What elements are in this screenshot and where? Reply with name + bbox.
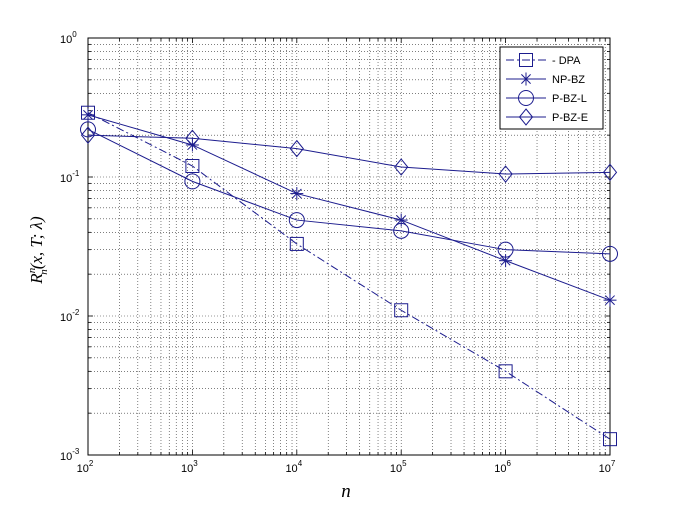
data-point-p-bz-e (80, 126, 96, 144)
data-point-np-bz (81, 108, 95, 122)
data-point-np-bz (290, 187, 304, 201)
x-tick-label: 106 (494, 459, 511, 475)
legend-marker (518, 90, 534, 106)
legend-marker (518, 108, 534, 126)
x-tick-label: 102 (77, 459, 94, 475)
data-point-np-bz (603, 293, 617, 307)
legend-label: - DPA (552, 55, 581, 67)
data-point-np-bz (499, 254, 513, 268)
x-axis-label: n (341, 481, 351, 502)
legend-entry-p-bz-e: P-BZ-E (506, 108, 588, 126)
y-axis-label-args: (x, T; λ) (27, 216, 46, 269)
x-tick-label: 107 (599, 459, 616, 475)
data-point-dpa (394, 303, 409, 318)
data-point-p-bz-l (288, 212, 305, 229)
legend-box (499, 46, 604, 130)
series-line-p-bz-e (87, 134, 611, 175)
y-tick-labels: 10-3 10-2 10-1 100 (60, 30, 80, 463)
legend-entry-np-bz: NP-BZ (506, 72, 585, 86)
data-point-p-bz-e (394, 158, 409, 176)
series-line-p-bz-l (87, 128, 611, 255)
y-axis-label-main: R (27, 273, 46, 285)
data-point-p-bz-l (602, 245, 618, 262)
data-point-p-bz-l (393, 222, 410, 239)
legend-marker (519, 72, 533, 86)
series-np-bz (81, 108, 617, 307)
data-point-p-bz-l (497, 241, 514, 258)
data-point-p-bz-e (185, 129, 200, 148)
legend-label: NP-BZ (552, 74, 585, 86)
y-axis-label: Rnn(x, T; λ) (26, 216, 50, 285)
legend-label: P-BZ-L (552, 93, 587, 105)
data-point-dpa (289, 236, 304, 251)
y-axis-label-sub: n (38, 269, 50, 275)
legend-label: P-BZ-E (552, 112, 588, 124)
series-line-dpa (87, 112, 611, 440)
legend-entry-p-bz-l: P-BZ-L (506, 90, 587, 106)
data-point-p-bz-l (80, 121, 96, 138)
series-dpa (81, 105, 617, 447)
legend: - DPA NP-BZ P-BZ-L P-BZ-E (499, 46, 604, 130)
series-p-bz-l (80, 121, 618, 262)
data-point-p-bz-l (184, 173, 201, 190)
series-p-bz-e (80, 126, 618, 183)
x-tick-label: 104 (285, 459, 302, 475)
legend-entry-dpa: - DPA (506, 53, 581, 67)
data-point-dpa (185, 158, 200, 173)
data-point-p-bz-e (289, 139, 304, 158)
series-layer (80, 105, 618, 447)
legend-marker (519, 53, 533, 67)
data-point-p-bz-e (498, 165, 513, 183)
y-tick-label: 10-1 (60, 169, 80, 185)
y-tick-label: 10-3 (60, 447, 80, 463)
x-tick-label: 103 (181, 459, 198, 475)
y-tick-label: 100 (60, 30, 77, 46)
y-axis-label-sup: n (26, 267, 38, 273)
data-point-p-bz-e (602, 163, 618, 182)
x-tick-label: 105 (390, 459, 407, 475)
series-line-np-bz (87, 114, 611, 301)
data-point-np-bz (394, 213, 408, 227)
data-point-dpa (603, 432, 617, 447)
svg-text:Rnn(x, T; λ): Rnn(x, T; λ) (26, 216, 50, 285)
data-point-dpa (498, 364, 513, 379)
x-tick-labels: 102 103 104 105 106 107 (77, 459, 616, 475)
y-tick-label: 10-2 (60, 308, 80, 324)
